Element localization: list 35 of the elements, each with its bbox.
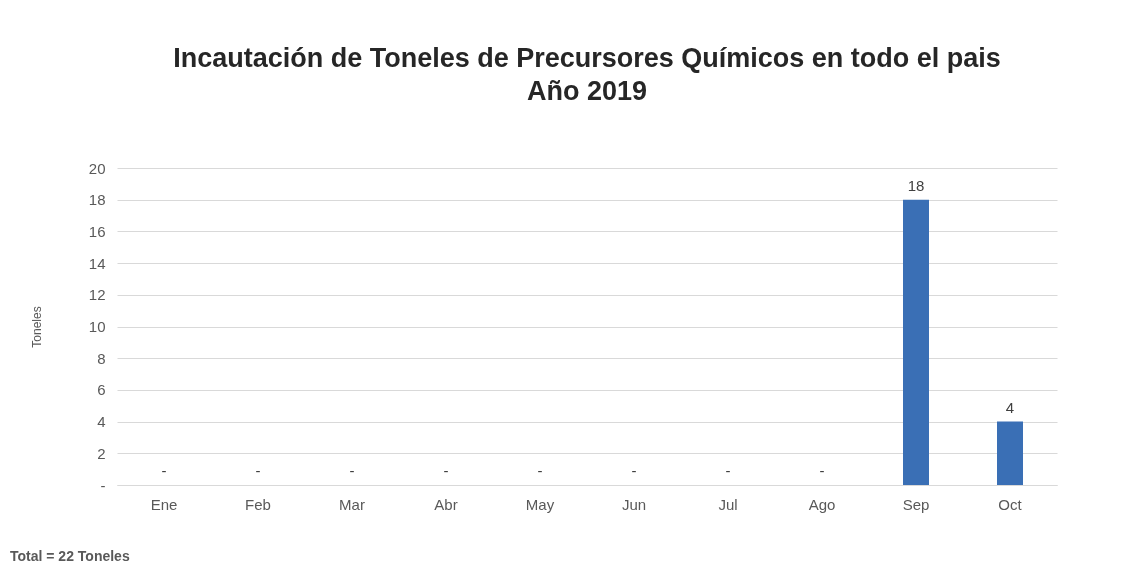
y-tick-label: 18 <box>88 191 106 209</box>
data-label: - <box>443 462 449 479</box>
y-axis-title: Toneles <box>29 306 44 348</box>
y-tick-label: 2 <box>97 444 106 462</box>
chart-subtitle: Año 2019 <box>526 76 648 106</box>
data-label: - <box>725 462 731 479</box>
data-label: - <box>631 462 637 479</box>
y-tick-label: 20 <box>88 159 106 177</box>
y-tick-label: 14 <box>88 254 106 272</box>
x-tick-label: Jul <box>718 495 738 513</box>
x-tick-label: Oct <box>998 495 1023 513</box>
x-tick-label: Jun <box>621 495 647 513</box>
x-tick-label: Feb <box>245 495 271 513</box>
y-tick-label: 4 <box>97 413 106 431</box>
y-tick-label: 12 <box>88 286 106 304</box>
y-tick-label: 6 <box>97 381 106 399</box>
x-tick-label: Mar <box>339 495 365 513</box>
data-label: 18 <box>907 176 925 194</box>
y-tick-label: 8 <box>97 349 106 367</box>
x-tick-label: Abr <box>434 495 458 513</box>
x-tick-label: Ene <box>150 495 178 513</box>
x-tick-label: Sep <box>902 495 930 513</box>
data-label: - <box>349 462 355 479</box>
x-tick-label: Ago <box>808 495 836 513</box>
y-tick-label: - <box>100 476 106 494</box>
data-label: - <box>255 462 261 479</box>
x-tick-label: May <box>525 495 555 513</box>
text: Total = 22 Toneles <box>10 548 130 564</box>
chart-title: Incautación de Toneles de Precursores Químicos en todo el pais <box>173 43 1001 73</box>
y-tick-label: 16 <box>88 222 106 240</box>
data-label: - <box>819 462 825 479</box>
data-label: - <box>537 462 543 479</box>
data-label: - <box>161 462 167 479</box>
y-tick-label: 10 <box>88 318 106 335</box>
data-label: 4 <box>1005 398 1015 416</box>
